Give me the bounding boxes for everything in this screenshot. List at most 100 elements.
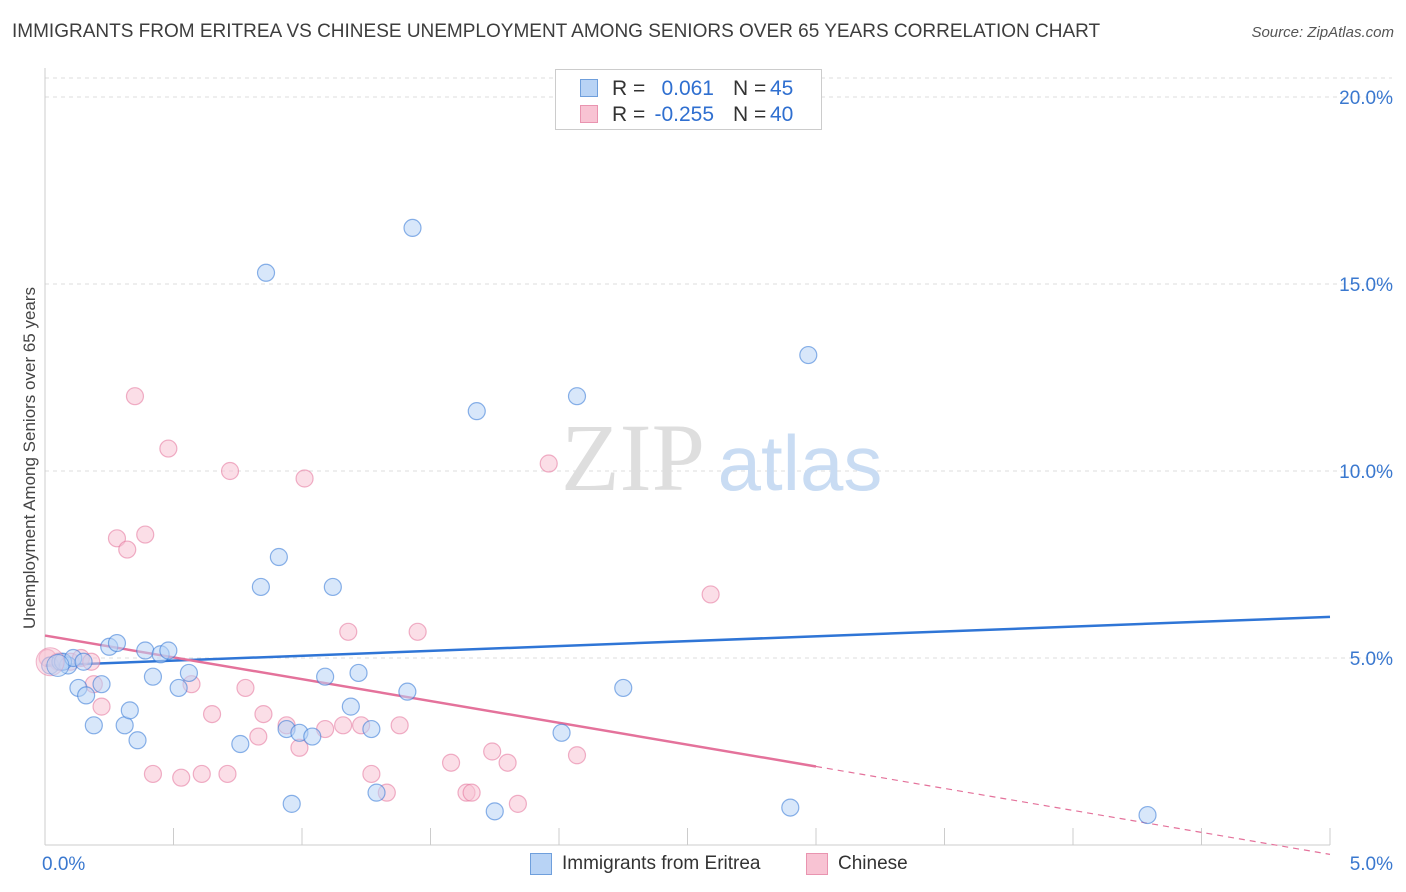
eritrea-point bbox=[143, 667, 163, 686]
eritrea-point bbox=[74, 652, 93, 671]
chinese-point bbox=[143, 764, 163, 784]
eritrea-point bbox=[269, 547, 288, 567]
eritrea-point bbox=[781, 798, 800, 817]
eritrea-point bbox=[1138, 805, 1157, 825]
eritrea-point bbox=[77, 686, 96, 705]
legend-swatch-chinese bbox=[806, 853, 828, 875]
eritrea-point bbox=[362, 719, 381, 739]
chinese-point bbox=[159, 439, 178, 458]
eritrea-point bbox=[367, 783, 386, 802]
x-tick-label: 5.0% bbox=[1350, 854, 1393, 875]
r-label: R = bbox=[612, 77, 646, 100]
r-label: R = bbox=[612, 103, 646, 126]
data-points bbox=[35, 218, 1157, 825]
eritrea-point bbox=[341, 697, 360, 716]
eritrea-point bbox=[84, 716, 103, 735]
n-label: N = bbox=[733, 103, 767, 126]
tick-labels: 5.0% 10.0% 15.0% 20.0% 0.0% 5.0% bbox=[42, 88, 1393, 875]
eritrea-point bbox=[403, 218, 422, 237]
chinese-point bbox=[125, 387, 145, 406]
chinese-point bbox=[236, 678, 255, 698]
eritrea-point bbox=[316, 667, 335, 686]
eritrea-point bbox=[567, 387, 587, 406]
eritrea-point bbox=[467, 402, 486, 421]
chinese-point bbox=[408, 622, 427, 641]
chinese-point bbox=[567, 746, 587, 765]
stats-row-chinese: R = -0.255 N = 40 bbox=[556, 101, 821, 127]
n-value: 45 bbox=[770, 77, 794, 100]
n-label: N = bbox=[733, 77, 767, 100]
eritrea-point bbox=[128, 731, 147, 750]
legend-swatch-chinese bbox=[580, 105, 598, 123]
chinese-point bbox=[701, 585, 720, 604]
chinese-point bbox=[172, 768, 191, 787]
watermark-atlas: atlas bbox=[718, 419, 883, 507]
chinese-point bbox=[498, 753, 517, 772]
chinese-point bbox=[192, 764, 211, 784]
chinese-point bbox=[441, 753, 461, 772]
eritrea-point bbox=[303, 727, 322, 746]
x-tick-label: 0.0% bbox=[42, 854, 85, 875]
chinese-point bbox=[249, 727, 268, 746]
y-tick-label: 20.0% bbox=[1339, 88, 1393, 109]
eritrea-trend-line bbox=[44, 615, 1331, 667]
chinese-point bbox=[254, 704, 273, 724]
legend-label-eritrea: Immigrants from Eritrea bbox=[562, 853, 761, 874]
axes bbox=[44, 68, 1331, 846]
r-value: -0.255 bbox=[654, 103, 714, 126]
eritrea-point bbox=[552, 723, 571, 742]
stats-row-eritrea: R = 0.061 N = 45 bbox=[556, 75, 821, 101]
chinese-point bbox=[539, 454, 558, 473]
chinese-point bbox=[136, 525, 155, 544]
watermark: ZIP atlas bbox=[561, 404, 882, 511]
legend-swatch-eritrea bbox=[580, 79, 598, 97]
eritrea-point bbox=[251, 577, 270, 597]
watermark-zip: ZIP bbox=[561, 404, 705, 511]
y-tick-label: 10.0% bbox=[1339, 462, 1393, 483]
eritrea-point bbox=[282, 794, 301, 813]
chinese-point bbox=[107, 529, 127, 548]
r-value: 0.061 bbox=[661, 77, 714, 100]
legend-label-chinese: Chinese bbox=[838, 853, 908, 874]
eritrea-point bbox=[799, 345, 818, 365]
n-value: 40 bbox=[770, 103, 794, 126]
eritrea-point bbox=[349, 663, 368, 683]
series-legend: Immigrants from Eritrea Chinese bbox=[0, 852, 1406, 878]
chinese-trend-extension bbox=[815, 765, 1331, 855]
eritrea-point bbox=[179, 663, 199, 683]
eritrea-point bbox=[46, 653, 70, 677]
chinese-point bbox=[92, 697, 111, 716]
chinese-point bbox=[390, 716, 409, 735]
chinese-point bbox=[339, 622, 358, 641]
chinese-point bbox=[218, 764, 237, 784]
eritrea-point bbox=[169, 678, 188, 698]
eritrea-point bbox=[92, 675, 111, 694]
eritrea-point bbox=[120, 701, 139, 720]
eritrea-point bbox=[107, 633, 127, 653]
eritrea-point bbox=[231, 734, 250, 754]
legend-swatch-eritrea bbox=[530, 853, 552, 875]
eritrea-point bbox=[398, 682, 417, 701]
y-tick-label: 5.0% bbox=[1350, 649, 1393, 670]
stats-legend: R = 0.061 N = 45 R = -0.255 N = 40 bbox=[555, 69, 822, 130]
source-label: Source: ZipAtlas.com bbox=[1251, 24, 1394, 41]
chinese-point bbox=[362, 764, 381, 784]
chinese-point bbox=[334, 716, 353, 735]
chinese-point bbox=[508, 794, 527, 813]
eritrea-point bbox=[256, 263, 276, 282]
eritrea-point bbox=[323, 577, 342, 597]
chinese-point bbox=[220, 461, 240, 481]
chinese-point bbox=[118, 540, 137, 559]
chinese-point bbox=[202, 704, 222, 724]
y-tick-label: 15.0% bbox=[1339, 275, 1393, 296]
chart-title: IMMIGRANTS FROM ERITREA VS CHINESE UNEMP… bbox=[12, 21, 1101, 42]
eritrea-point bbox=[159, 641, 178, 660]
chinese-point bbox=[295, 469, 314, 488]
eritrea-point bbox=[136, 641, 155, 660]
eritrea-point bbox=[485, 802, 504, 821]
grid-lines bbox=[45, 77, 1392, 659]
eritrea-point bbox=[614, 678, 633, 698]
chinese-point bbox=[462, 783, 481, 802]
chinese-point bbox=[483, 742, 502, 761]
